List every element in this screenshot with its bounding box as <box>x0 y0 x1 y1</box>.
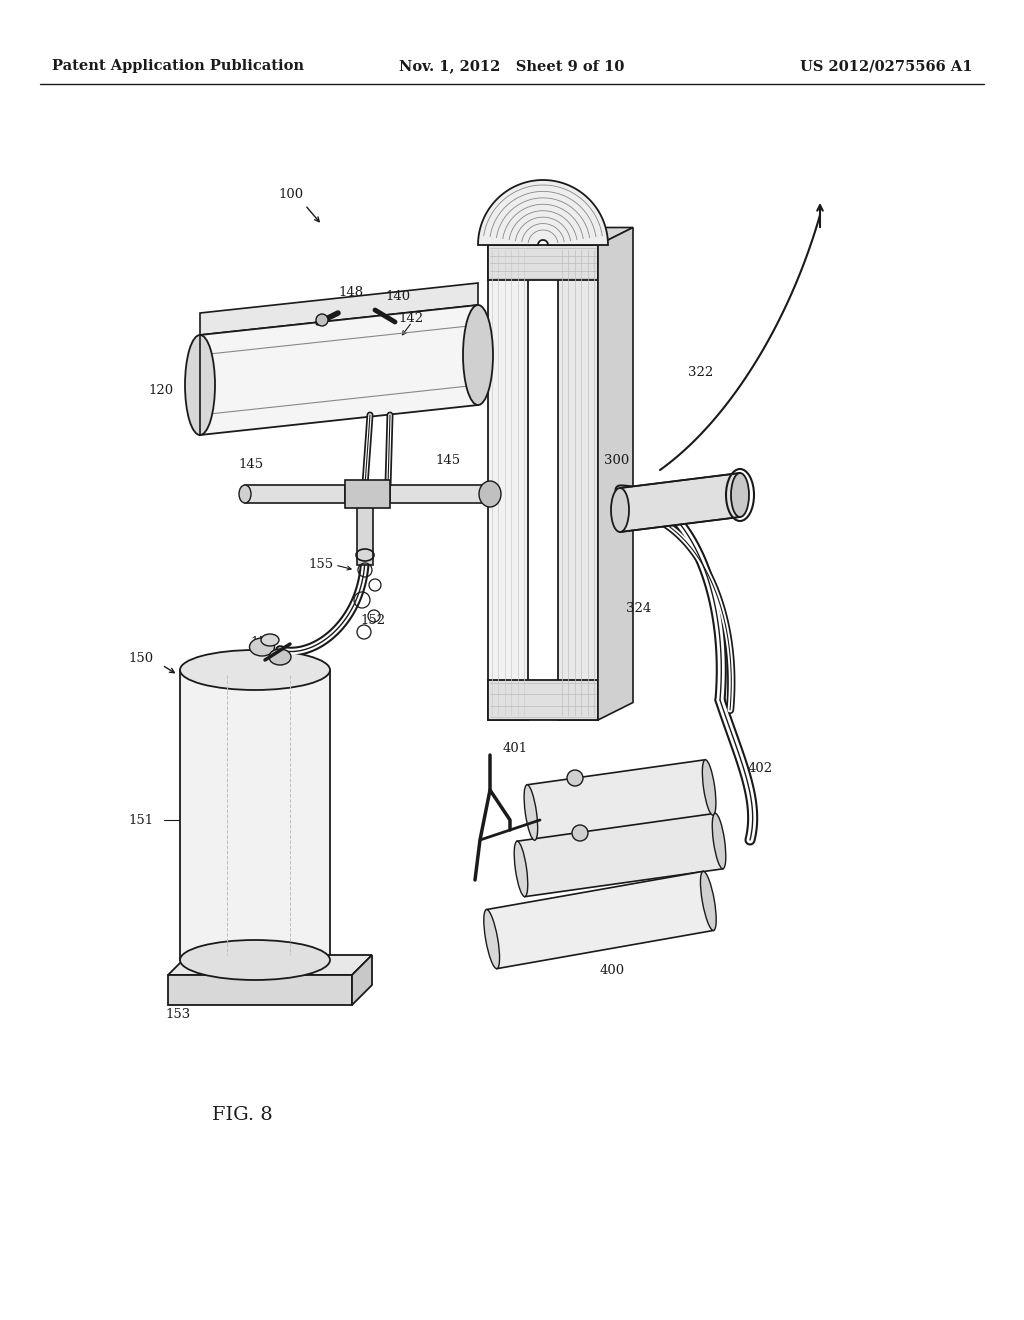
Polygon shape <box>168 975 352 1005</box>
Text: 155: 155 <box>308 558 333 572</box>
Circle shape <box>572 825 588 841</box>
Polygon shape <box>488 246 528 719</box>
Ellipse shape <box>463 305 493 405</box>
Text: 151: 151 <box>128 813 154 826</box>
Polygon shape <box>245 484 345 503</box>
Polygon shape <box>168 954 372 975</box>
Text: 100: 100 <box>278 189 303 202</box>
Polygon shape <box>598 227 633 719</box>
Text: 120: 120 <box>148 384 173 396</box>
Text: 150: 150 <box>128 652 154 664</box>
Polygon shape <box>558 227 633 246</box>
Text: 153: 153 <box>165 1008 190 1022</box>
Polygon shape <box>558 246 598 719</box>
Text: 300: 300 <box>604 454 630 466</box>
Ellipse shape <box>484 484 496 503</box>
Text: 324: 324 <box>626 602 651 615</box>
Text: 144: 144 <box>449 491 473 504</box>
Circle shape <box>567 770 583 785</box>
Text: 322: 322 <box>688 367 714 380</box>
Text: 140: 140 <box>385 290 411 304</box>
Ellipse shape <box>483 909 500 969</box>
Text: 148: 148 <box>338 286 364 300</box>
Text: 402: 402 <box>748 762 773 775</box>
Polygon shape <box>345 480 390 508</box>
Ellipse shape <box>250 638 274 656</box>
Text: 401: 401 <box>503 742 528 755</box>
Polygon shape <box>478 180 608 246</box>
Ellipse shape <box>185 335 215 436</box>
Polygon shape <box>200 282 478 335</box>
Text: Patent Application Publication: Patent Application Publication <box>52 59 304 73</box>
Ellipse shape <box>514 841 527 896</box>
Text: 170: 170 <box>548 203 573 216</box>
Ellipse shape <box>269 649 291 665</box>
Ellipse shape <box>180 940 330 979</box>
Ellipse shape <box>702 760 716 816</box>
Polygon shape <box>180 671 330 960</box>
Text: 145: 145 <box>238 458 263 471</box>
Polygon shape <box>488 246 598 280</box>
Ellipse shape <box>524 785 538 841</box>
Text: 146: 146 <box>305 491 331 504</box>
Ellipse shape <box>731 473 749 517</box>
Polygon shape <box>390 484 490 503</box>
Ellipse shape <box>700 871 716 931</box>
Polygon shape <box>352 954 372 1005</box>
Text: FIG. 8: FIG. 8 <box>212 1106 272 1125</box>
Polygon shape <box>620 473 740 532</box>
Text: 400: 400 <box>600 964 625 977</box>
Circle shape <box>316 314 328 326</box>
Polygon shape <box>357 499 373 565</box>
Text: 142: 142 <box>398 312 423 325</box>
Text: 154: 154 <box>250 636 275 649</box>
Text: Nov. 1, 2012   Sheet 9 of 10: Nov. 1, 2012 Sheet 9 of 10 <box>399 59 625 73</box>
Polygon shape <box>527 760 713 841</box>
Polygon shape <box>486 871 714 969</box>
Ellipse shape <box>180 649 330 690</box>
Text: 145: 145 <box>435 454 460 466</box>
Polygon shape <box>517 813 723 896</box>
Text: US 2012/0275566 A1: US 2012/0275566 A1 <box>800 59 972 73</box>
Ellipse shape <box>239 484 251 503</box>
Ellipse shape <box>479 480 501 507</box>
Polygon shape <box>488 680 598 719</box>
Text: 152: 152 <box>360 614 385 627</box>
Ellipse shape <box>261 634 279 645</box>
Polygon shape <box>200 305 478 436</box>
Ellipse shape <box>611 488 629 532</box>
Ellipse shape <box>713 813 726 869</box>
